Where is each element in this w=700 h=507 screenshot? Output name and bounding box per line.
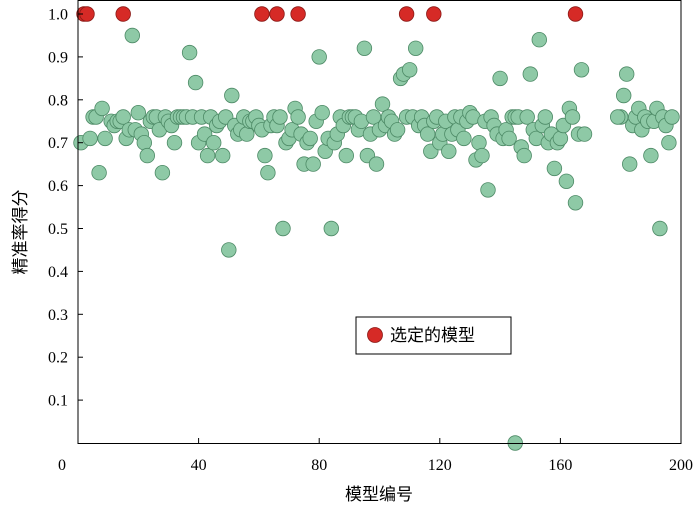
model-point (124, 27, 141, 44)
y-tick-label: 0.5 (48, 221, 68, 238)
model-point (616, 87, 632, 104)
model-point (224, 87, 240, 104)
model-point (531, 32, 548, 48)
model-point (546, 160, 563, 177)
selected-model-point (115, 6, 131, 22)
x-tick-label: 200 (669, 457, 693, 474)
model-point (314, 104, 330, 121)
model-point (187, 74, 204, 91)
y-tick-label: 0.2 (48, 350, 68, 367)
model-point (643, 147, 659, 164)
model-point (492, 70, 508, 87)
selected-model-point (398, 6, 415, 22)
x-tick-label: 120 (428, 457, 452, 474)
model-point (115, 109, 131, 125)
selected-model-point (567, 6, 584, 22)
y-tick-label: 0.8 (48, 92, 68, 109)
model-point (205, 134, 222, 151)
model-point (622, 156, 638, 172)
x-tick-label: 40 (191, 457, 207, 474)
model-point (471, 134, 487, 151)
model-point (420, 126, 436, 142)
plot-frame (77, 0, 682, 444)
legend: 选定的模型 (355, 316, 512, 355)
model-point (441, 143, 457, 160)
model-point (275, 220, 291, 237)
model-point (516, 147, 532, 164)
model-point (154, 164, 171, 181)
model-point (130, 104, 147, 121)
model-point (181, 44, 198, 61)
model-point (652, 220, 668, 237)
model-point (480, 182, 496, 198)
y-axis-label: 精准率得分 (11, 190, 31, 275)
model-point (573, 62, 590, 78)
model-point (610, 109, 626, 125)
selected-model-point (254, 6, 270, 22)
selected-model-point (269, 6, 285, 22)
model-point (537, 109, 554, 125)
model-point (338, 147, 355, 164)
model-point (374, 96, 391, 112)
model-point (619, 66, 635, 82)
y-tick-label: 0.6 (48, 178, 68, 195)
model-point (323, 220, 340, 237)
model-point (558, 173, 575, 190)
model-point (260, 164, 276, 181)
y-tick-label: 1.0 (48, 7, 68, 24)
model-point (368, 156, 385, 172)
x-tick-label: 160 (548, 457, 572, 474)
model-point (82, 130, 98, 147)
model-point (552, 130, 569, 147)
points-layer (73, 6, 680, 451)
model-point (519, 109, 535, 125)
model-point (214, 147, 231, 164)
model-point (664, 109, 680, 125)
selected-model-point (290, 6, 306, 22)
model-point (305, 156, 321, 172)
ticks-layer: 0 40 80 120 160 200 0.1 0.2 0.3 0.4 0.5 0.6 0.7 0.8 0.… (48, 7, 693, 475)
model-point (257, 147, 273, 164)
model-point (408, 40, 424, 57)
model-point (474, 147, 490, 164)
model-point (239, 126, 255, 142)
model-point (402, 62, 418, 78)
model-point (567, 195, 584, 211)
y-tick-label: 0.9 (48, 49, 68, 66)
y-tick-label: 0.7 (48, 135, 68, 152)
model-point (199, 147, 216, 164)
legend-marker-selected (367, 327, 383, 343)
model-point (356, 40, 373, 57)
x-tick-label: 0 (58, 457, 66, 474)
model-point (290, 109, 306, 125)
x-axis-label: 模型编号 (345, 485, 413, 505)
model-point (94, 100, 110, 117)
model-point (311, 49, 327, 65)
x-tick-label: 80 (311, 457, 327, 474)
model-point (522, 66, 539, 82)
model-point (166, 134, 183, 151)
model-point (661, 134, 677, 151)
model-point (564, 109, 581, 125)
model-point (272, 109, 288, 125)
model-point (389, 122, 406, 138)
model-point (221, 242, 237, 258)
y-tick-label: 0.3 (48, 307, 68, 324)
model-point (456, 130, 472, 147)
model-point (576, 126, 593, 142)
model-point (97, 130, 113, 147)
model-point (501, 130, 517, 147)
selected-model-point (426, 6, 442, 22)
model-point (139, 147, 156, 164)
y-tick-label: 0.1 (48, 393, 68, 410)
y-tick-label: 0.4 (48, 264, 68, 281)
model-point (91, 164, 107, 181)
model-point (302, 130, 318, 147)
legend-label-selected: 选定的模型 (390, 326, 475, 346)
model-point (136, 134, 153, 151)
